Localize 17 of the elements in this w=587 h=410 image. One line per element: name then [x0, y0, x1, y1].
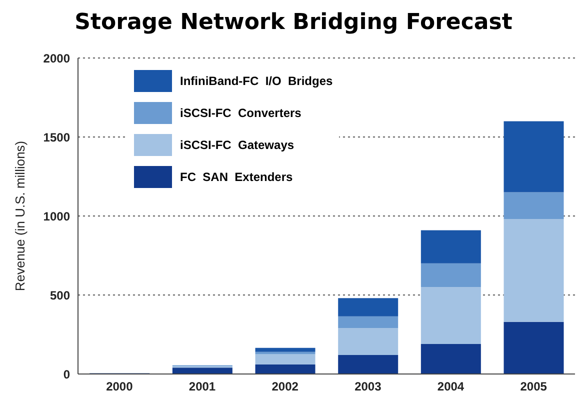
x-tick-label: 2005 [520, 380, 548, 394]
y-tick-label: 0 [63, 367, 70, 382]
chart-title: Storage Network Bridging Forecast [74, 9, 514, 37]
x-tick-label: 2004 [437, 380, 464, 394]
y-tick-label: 1000 [43, 209, 70, 224]
x-tick-label: 2001 [188, 380, 216, 394]
legend-label: iSCSI-FC Converters [179, 105, 302, 122]
y-tick-label: 2000 [43, 51, 70, 66]
legend-label: FC SAN Extenders [179, 169, 294, 186]
y-tick-label: 1500 [43, 130, 70, 144]
y-tick-label: 500 [50, 288, 70, 302]
y-axis-title: Revenue (in U.S. millions) [12, 140, 28, 292]
legend-label: iSCSI-FC Gateways [179, 137, 296, 154]
legend-label: InfiniBand-FC I/O Bridges [179, 73, 333, 90]
x-tick-label: 2003 [354, 380, 382, 394]
x-tick-label: 2000 [106, 380, 134, 394]
x-tick-label: 2002 [272, 380, 299, 394]
